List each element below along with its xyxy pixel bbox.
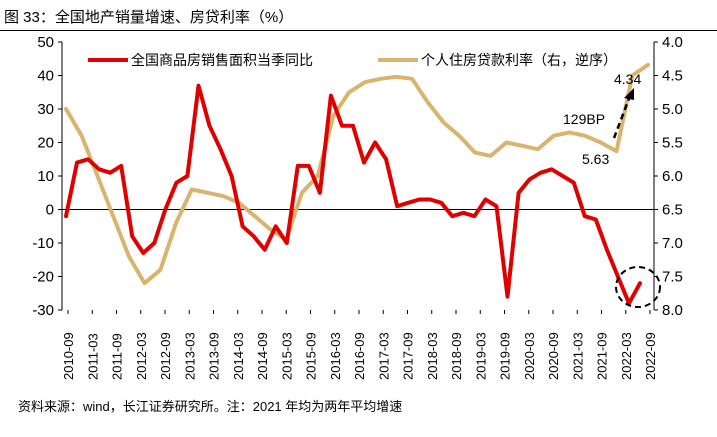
x-tick-label: 2020-03 <box>522 332 537 380</box>
x-tick-label: 2017-03 <box>376 332 391 380</box>
x-tick-label: 2017-09 <box>401 332 416 380</box>
right-tick-label: 5.5 <box>662 135 683 152</box>
chart-title: 图 33：全国地产销量增速、房贷利率（%） <box>4 9 294 26</box>
left-tick-label: -20 <box>32 269 54 286</box>
right-tick-label: 6.5 <box>662 202 683 219</box>
right-tick-label: 7.5 <box>662 269 683 286</box>
x-tick-label: 2016-09 <box>352 332 367 380</box>
x-tick-label: 2011-09 <box>110 333 125 380</box>
series-line-sales-yoy <box>64 83 642 306</box>
legend-label-sales: 全国商品房销售面积当季同比 <box>131 52 313 68</box>
left-tick-label: -10 <box>32 235 54 252</box>
right-tick-label: 8.0 <box>662 302 683 319</box>
x-tick-label: 2014-09 <box>255 332 270 380</box>
annotation-5-63: 5.63 <box>582 151 609 167</box>
left-tick-label: 20 <box>37 135 54 152</box>
annotation-4-34: 4.34 <box>614 71 641 87</box>
title-divider <box>0 30 717 31</box>
left-tick-label: 40 <box>37 68 54 85</box>
left-tick-label: 10 <box>37 168 54 185</box>
left-tick-label: 0 <box>46 202 54 219</box>
x-tick-label: 2013-09 <box>207 332 222 380</box>
x-tick-label: 2011-03 <box>85 333 100 380</box>
legend: 全国商品房销售面积当季同比 个人住房贷款利率（右，逆序） <box>88 52 617 68</box>
x-tick-label: 2022-09 <box>643 332 658 380</box>
right-tick-label: 6.0 <box>662 168 683 185</box>
x-tick-label: 2019-03 <box>473 332 488 380</box>
series-line-mortgage-rate <box>64 62 650 286</box>
x-tick-label: 2016-03 <box>328 332 343 380</box>
right-tick-label: 4.5 <box>662 68 683 85</box>
left-tick-label: -30 <box>32 302 54 319</box>
annotation-129bp: 129BP <box>563 111 605 127</box>
left-tick-label: 30 <box>37 101 54 118</box>
x-tick-label: 2014-03 <box>231 332 246 380</box>
x-tick-label: 2013-03 <box>182 332 197 380</box>
x-tick-label: 2012-03 <box>134 332 149 380</box>
x-tick-label: 2021-03 <box>570 332 585 380</box>
x-tick-label: 2018-09 <box>449 332 464 380</box>
x-tick-label: 2015-03 <box>279 332 294 380</box>
x-tick-label: 2010-09 <box>61 332 76 380</box>
annotation-arrowhead <box>624 88 634 100</box>
legend-label-rate: 个人住房贷款利率（右，逆序） <box>421 52 617 68</box>
x-tick-label: 2012-09 <box>158 332 173 380</box>
highlight-circle <box>615 266 661 308</box>
x-tick-label: 2022-03 <box>619 332 634 380</box>
right-tick-label: 4.0 <box>662 34 683 51</box>
right-tick-label: 7.0 <box>662 235 683 252</box>
x-tick-label: 2019-09 <box>498 332 513 380</box>
annotation-arrow-line <box>612 95 632 139</box>
x-tick-label: 2015-09 <box>304 332 319 380</box>
source-note: 资料来源：wind，长江证券研究所。注：2021 年均为两年平均增速 <box>18 399 403 414</box>
right-tick-label: 5.0 <box>662 101 683 118</box>
left-tick-label: 50 <box>37 34 54 51</box>
x-tick-label: 2018-03 <box>425 332 440 380</box>
x-tick-label: 2021-09 <box>595 332 610 380</box>
x-tick-label: 2020-09 <box>546 332 561 380</box>
